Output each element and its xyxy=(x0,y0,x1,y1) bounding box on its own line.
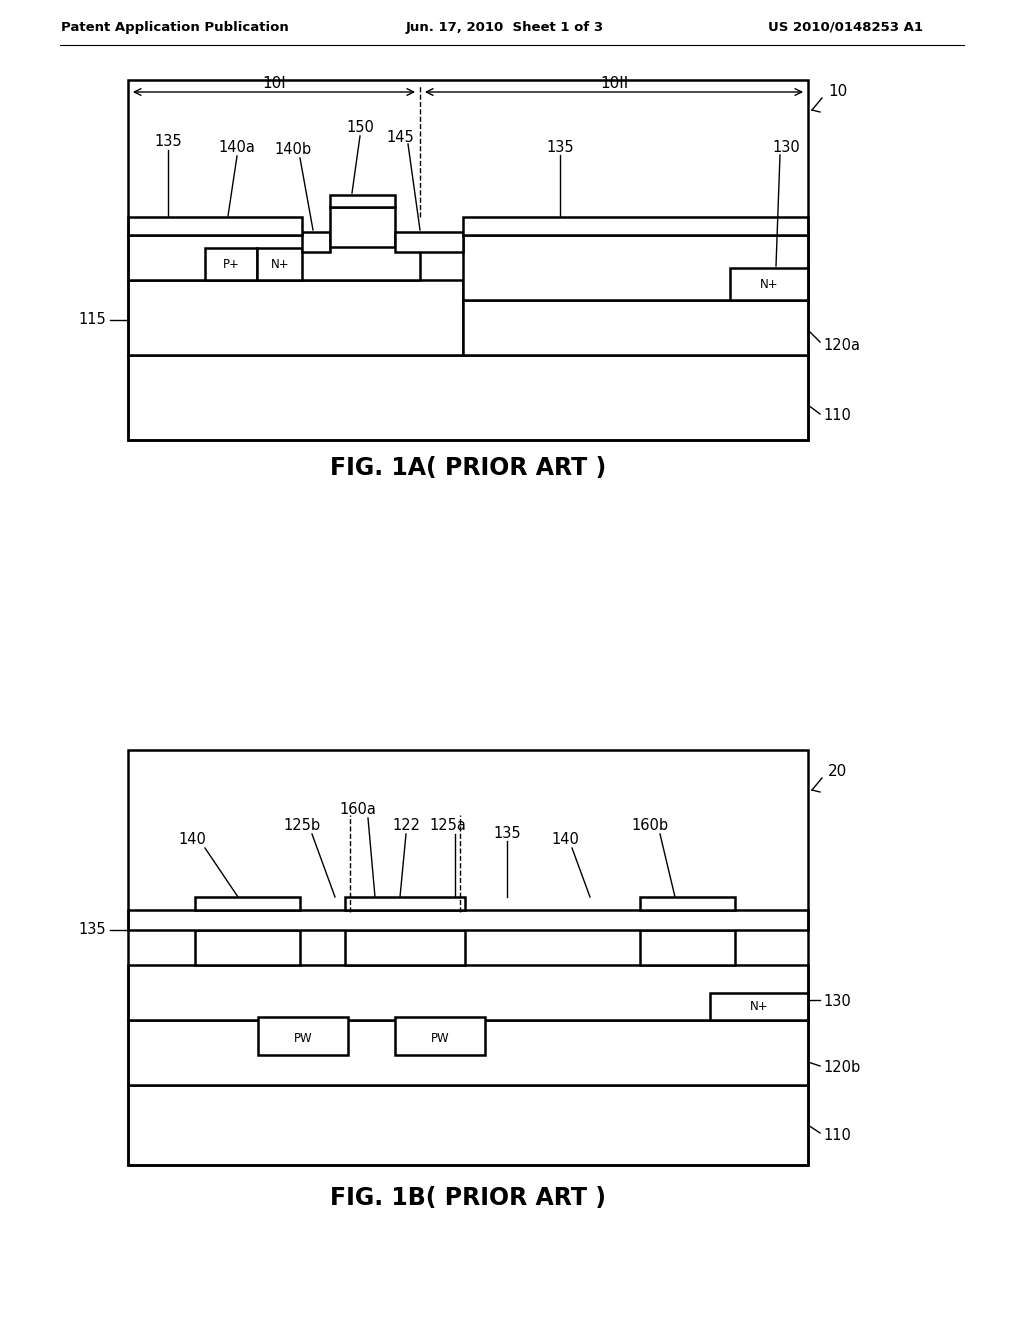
Text: PW: PW xyxy=(294,1032,312,1045)
Bar xyxy=(730,268,808,300)
Bar xyxy=(710,993,808,1020)
Text: 160b: 160b xyxy=(632,818,669,833)
Text: 140a: 140a xyxy=(218,140,255,156)
Bar xyxy=(395,1016,485,1055)
Text: 135: 135 xyxy=(494,825,521,841)
Bar xyxy=(128,1085,808,1166)
Text: 125b: 125b xyxy=(284,818,321,833)
Text: 140: 140 xyxy=(551,833,579,847)
Text: 140: 140 xyxy=(178,833,206,847)
Bar xyxy=(463,216,808,235)
Bar xyxy=(128,355,808,440)
Text: 10: 10 xyxy=(828,84,847,99)
Text: 20: 20 xyxy=(828,764,847,780)
Bar xyxy=(330,207,395,247)
Text: 110: 110 xyxy=(823,408,851,424)
Text: N+: N+ xyxy=(760,277,778,290)
Bar xyxy=(128,280,463,355)
Text: 120b: 120b xyxy=(823,1060,860,1076)
Bar xyxy=(128,750,808,1166)
Bar xyxy=(640,898,735,909)
Text: 10II: 10II xyxy=(600,75,628,91)
Text: 110: 110 xyxy=(823,1127,851,1143)
Bar xyxy=(463,300,808,355)
Text: PW: PW xyxy=(431,1032,450,1045)
Text: Patent Application Publication: Patent Application Publication xyxy=(61,21,289,33)
Text: 115: 115 xyxy=(78,313,106,327)
Text: N+: N+ xyxy=(270,257,290,271)
Bar xyxy=(345,931,465,965)
Text: 150: 150 xyxy=(346,120,374,136)
Text: 130: 130 xyxy=(823,994,851,1010)
Text: 135: 135 xyxy=(546,140,573,154)
Text: 135: 135 xyxy=(79,923,106,937)
Bar xyxy=(463,235,808,300)
Text: FIG. 1A( PRIOR ART ): FIG. 1A( PRIOR ART ) xyxy=(330,455,606,480)
Bar xyxy=(128,1020,808,1085)
Text: 160a: 160a xyxy=(340,803,377,817)
Bar xyxy=(128,909,808,931)
Bar xyxy=(128,965,808,1020)
Bar xyxy=(345,898,465,909)
Text: US 2010/0148253 A1: US 2010/0148253 A1 xyxy=(768,21,923,33)
Text: 145: 145 xyxy=(386,129,414,144)
Bar xyxy=(205,248,257,280)
Text: Jun. 17, 2010  Sheet 1 of 3: Jun. 17, 2010 Sheet 1 of 3 xyxy=(406,21,604,33)
Bar xyxy=(302,232,330,252)
Text: 130: 130 xyxy=(772,140,800,156)
Bar xyxy=(128,216,302,235)
Text: 10I: 10I xyxy=(262,75,286,91)
Bar xyxy=(330,195,395,207)
Text: P+: P+ xyxy=(222,257,240,271)
Text: N+: N+ xyxy=(750,1001,768,1014)
Bar xyxy=(258,1016,348,1055)
Text: 140b: 140b xyxy=(274,143,311,157)
Bar xyxy=(195,931,300,965)
Bar xyxy=(395,232,463,252)
Bar xyxy=(195,898,300,909)
Bar xyxy=(128,81,808,440)
Text: 125a: 125a xyxy=(429,818,467,833)
Text: 122: 122 xyxy=(392,818,420,833)
Text: 135: 135 xyxy=(155,135,182,149)
Bar xyxy=(128,235,420,280)
Bar xyxy=(640,931,735,965)
Bar xyxy=(257,248,302,280)
Text: 120a: 120a xyxy=(823,338,860,352)
Text: FIG. 1B( PRIOR ART ): FIG. 1B( PRIOR ART ) xyxy=(330,1185,606,1210)
